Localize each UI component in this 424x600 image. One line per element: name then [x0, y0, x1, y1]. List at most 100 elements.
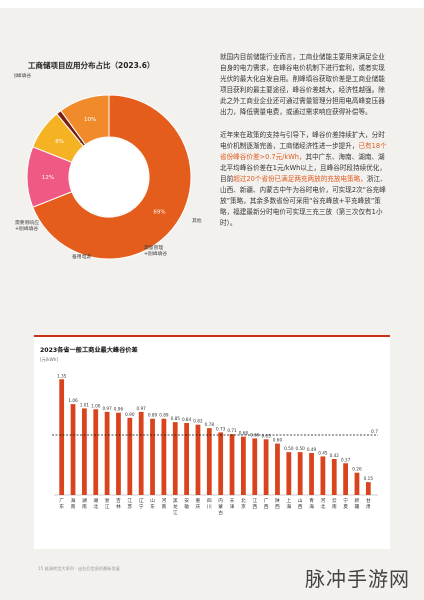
highlight-18-provinces: 已有18个省份峰谷价差>0.7元/kWh， [220, 142, 387, 161]
bar [241, 436, 246, 495]
bar [252, 438, 258, 495]
bar-value-label: 0.85 [171, 416, 181, 421]
x-tick-label: 云南 [332, 498, 337, 510]
pie-slice-label: 削峰填谷 [14, 72, 31, 79]
x-tick-label: 天津 [230, 498, 235, 510]
x-tick-label: 海南 [71, 497, 76, 510]
bar [320, 456, 326, 495]
x-tick-label: 吉林 [116, 498, 121, 510]
bar [104, 411, 110, 495]
bar-value-label: 0.42 [330, 453, 340, 458]
reference-line-label: 0.7 [371, 429, 378, 435]
bar [93, 409, 99, 495]
highlight-20-provinces: 超过20个省份已满足两充两放的充放电策略， [233, 175, 367, 183]
bar [70, 404, 76, 495]
bar-value-label: 0.96 [114, 407, 124, 412]
x-tick-label: 山东 [150, 497, 155, 510]
bar [365, 482, 371, 495]
pie-slice [60, 94, 110, 146]
bar-chart-svg: 1.35 广东 1.06 海南 1.01 湖南 1.00 湖北 0.97 浙江 0.96 吉林 0.90… [52, 373, 378, 516]
paragraph-2-text-a: 近年来在政策的支持与引导下，峰谷价差持续扩大，分时电价机制逐渐完善，工商储经济性… [220, 131, 385, 150]
bar [82, 408, 87, 495]
x-tick-label: 山西 [298, 497, 303, 510]
bar [150, 418, 155, 495]
bar-chart-title: 2023各省一般工商业最大峰谷价差 [40, 347, 138, 354]
bar-value-label: 0.50 [284, 446, 294, 451]
bar-value-label: 0.60 [273, 438, 283, 443]
pie-slice-percent: 8% [55, 139, 64, 145]
bar [331, 459, 337, 495]
bar [172, 422, 178, 495]
top-strip [0, 0, 424, 8]
bar-value-label: 0.78 [205, 422, 215, 427]
pie-center [70, 138, 148, 216]
x-tick-label: 北京 [241, 497, 246, 510]
pie-slice-percent: 12% [42, 175, 54, 181]
x-tick-label: 广东 [59, 497, 64, 510]
bar-value-label: 1.06 [68, 398, 78, 403]
x-tick-label: 安徽 [184, 497, 189, 510]
bar [127, 417, 133, 495]
x-tick-label: 四川 [207, 498, 212, 510]
bar [354, 472, 360, 495]
bar [297, 452, 303, 495]
pie-slice-percent: 69% [153, 209, 165, 215]
pie-slice-label: 其他 [192, 217, 202, 224]
bar-value-label: 0.71 [227, 428, 237, 433]
bar [59, 379, 65, 495]
bar-value-label: 0.37 [341, 457, 351, 462]
bar-value-label: 0.97 [137, 406, 147, 411]
x-tick-label: 浙江 [105, 497, 110, 510]
bar-value-label: 1.35 [57, 373, 67, 378]
bar [195, 424, 201, 495]
x-tick-label: 江西 [252, 497, 257, 510]
x-tick-label: 广西 [264, 497, 269, 510]
bar-value-label: 0.66 [250, 432, 260, 437]
bar-value-label: 0.65 [261, 433, 271, 438]
x-tick-label: 河南 [161, 497, 166, 510]
pie-slice-label: 备用电源 [72, 253, 91, 260]
watermark-text: 脉冲手游网 [305, 567, 410, 591]
bar [218, 432, 224, 495]
bar-value-label: 0.50 [296, 446, 306, 451]
bar-chart-unit: [元/kWh] [40, 357, 59, 362]
bar-value-label: 1.01 [80, 402, 90, 407]
bar [343, 463, 348, 495]
x-tick-label: 辽宁 [139, 497, 144, 510]
x-tick-label: 新疆 [355, 497, 360, 510]
x-tick-label: 内蒙古 [218, 497, 223, 516]
bar [184, 423, 189, 495]
bar-value-label: 0.45 [318, 450, 328, 455]
x-tick-label: 宁夏 [343, 497, 348, 510]
bar-value-label: 0.90 [125, 412, 135, 417]
x-tick-label: 青海 [309, 497, 314, 510]
pie-slice-percent: 10% [84, 117, 96, 123]
x-tick-label: 重庆 [196, 497, 201, 510]
body-text-column: 就国内目前储能行业而言，工商业储能主要用来满足企业自身的电力需求，在峰谷电价机制… [220, 52, 390, 241]
bar [263, 439, 269, 495]
bar [286, 452, 292, 495]
x-tick-label: 黑龙江 [173, 498, 178, 516]
bar [275, 443, 280, 495]
x-tick-label: 湖北 [93, 497, 98, 510]
bar-value-label: 0.82 [193, 419, 203, 424]
x-tick-label: 江苏 [127, 497, 132, 510]
bar-value-label: 0.84 [182, 417, 192, 422]
pie-slice-label: 需量管理+削峰填谷 [144, 244, 167, 257]
pie-slice-label: 需要侧响应+削峰填谷 [15, 219, 39, 232]
x-tick-label: 陕西 [275, 497, 280, 510]
bar-value-label: 0.15 [364, 476, 374, 481]
x-tick-label: 湖南 [82, 497, 87, 510]
pie-slice [32, 94, 192, 260]
x-tick-label: 甘肃 [366, 497, 371, 510]
page-footer: 15 能源转型大系列 · 出台后信息的最新发展 [38, 566, 120, 571]
pie-chart-svg: 69%削峰填谷12%其他8%需量管理+削峰填谷1%备用电源10%需要侧响应+削峰… [12, 72, 202, 260]
body-paragraph-2: 近年来在政策的支持与引导下，峰谷价差持续扩大，分时电价机制逐渐完善，工商储经济性… [220, 130, 390, 229]
bar-value-label: 0.73 [216, 426, 226, 431]
bar-value-label: 0.49 [307, 447, 317, 452]
bar-value-label: 0.89 [148, 413, 158, 418]
pie-chart: 69%削峰填谷12%其他8%需量管理+削峰填谷1%备用电源10%需要侧响应+削峰… [12, 72, 219, 272]
bar-chart-card: 2023各省一般工商业最大峰谷价差 [元/kWh] 1.35 广东 1.06 海南 1.… [34, 335, 390, 549]
bar-value-label: 0.89 [159, 413, 169, 418]
